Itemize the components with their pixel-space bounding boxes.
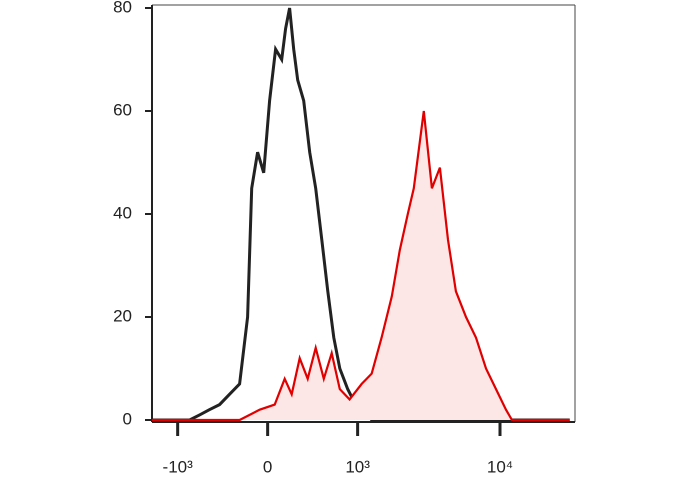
- x-tick-label: -10³: [163, 457, 194, 476]
- y-tick-label: 0: [123, 409, 132, 428]
- x-tick-label: 10⁴: [487, 457, 513, 476]
- y-tick-label: 40: [113, 203, 132, 222]
- y-tick-label: 20: [113, 306, 132, 325]
- line: [152, 7, 570, 422]
- plot-area: [152, 7, 570, 422]
- y-tick-label: 60: [113, 100, 132, 119]
- x-tick-label: 0: [263, 457, 272, 476]
- y-tick-label: 80: [113, 0, 132, 16]
- line: [152, 110, 570, 422]
- area: [152, 111, 570, 420]
- x-tick-label: 10³: [345, 457, 370, 476]
